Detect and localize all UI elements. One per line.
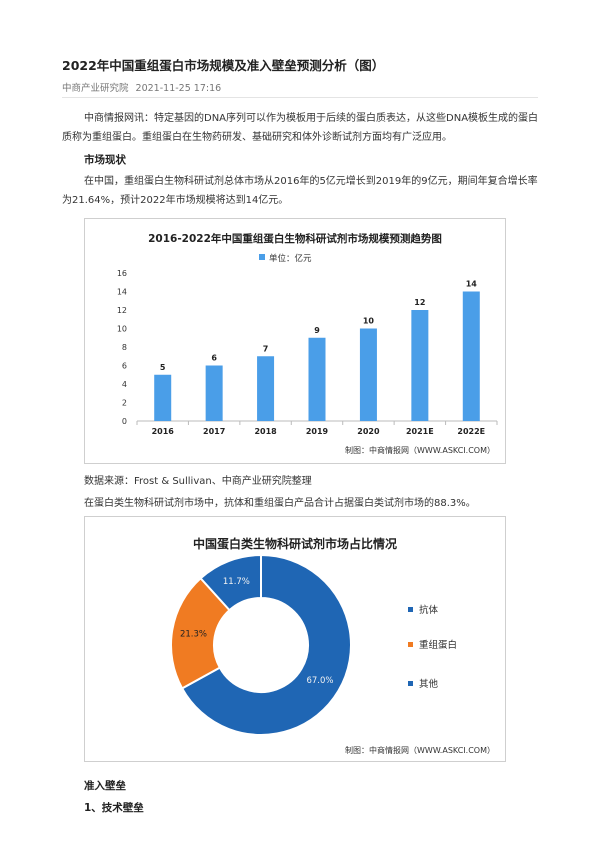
donut-legend-label: 重组蛋白: [419, 639, 457, 651]
bar-2022E: [462, 291, 480, 421]
bar-chart-title: 2016-2022年中国重组蛋白生物科研试剂市场规模预测趋势图: [148, 232, 442, 245]
article-title: 2022年中国重组蛋白市场规模及准入壁垒预测分析（图）: [62, 58, 385, 73]
bar-2017: [205, 365, 223, 421]
bar-x-tick-label: 2020: [357, 427, 380, 436]
bar-value-label: 12: [414, 298, 425, 307]
share-paragraph: 在蛋白类生物科研试剂市场中，抗体和重组蛋白产品合计占据蛋白类试剂市场的88.3%…: [84, 498, 476, 509]
bar-y-tick-label: 10: [117, 325, 127, 334]
donut-value-label: 11.7%: [223, 577, 250, 587]
donut-slice-2: [199, 553, 262, 612]
donut-legend-swatch: [408, 642, 413, 647]
data-source-note: 数据来源：Frost & Sullivan、中商产业研究院整理: [84, 476, 312, 487]
bar-y-tick-label: 12: [117, 306, 127, 315]
market-paragraph: 在中国，重组蛋白生物科研试剂总体市场从2016年的5亿元增长到2019年的9亿元…: [62, 176, 538, 206]
article-date: 2021-11-25 17:16: [135, 83, 222, 94]
donut-slice-0: [180, 553, 352, 736]
bar-chart: 2016-2022年中国重组蛋白生物科研试剂市场规模预测趋势图 单位：亿元 0 2…: [117, 232, 498, 455]
bar-x-tick-label: 2018: [254, 427, 277, 436]
donut-chart-footer: 制图：中商情报网（WWW.ASKCI.COM）: [345, 745, 495, 755]
bar-y-tick-label: 4: [122, 380, 127, 389]
bar-x-tick-label: 2022E: [457, 427, 485, 436]
bar-value-label: 10: [363, 317, 375, 326]
donut-value-label: 67.0%: [306, 676, 333, 686]
bar-value-label: 14: [466, 280, 478, 289]
bar-value-label: 6: [211, 354, 217, 363]
bar-y-tick-label: 16: [117, 269, 127, 278]
bar-2020: [359, 328, 377, 421]
bar-x-tick-label: 2021E: [406, 427, 434, 436]
bar-legend-label: 单位：亿元: [269, 253, 312, 264]
bar-value-label: 5: [160, 363, 166, 372]
bar-x-tick-label: 2017: [203, 427, 225, 436]
donut-legend-swatch: [408, 681, 413, 686]
donut-chart-frame: 中国蛋白类生物科研试剂市场占比情况 67.0% 21.3% 11.7% 抗体重组蛋白…: [84, 516, 506, 762]
donut-legend-label: 其他: [419, 678, 439, 690]
bar-chart-frame: 2016-2022年中国重组蛋白生物科研试剂市场规模预测趋势图 单位：亿元 0 2…: [84, 218, 506, 464]
bar-y-tick-label: 14: [117, 288, 127, 297]
section-heading-market: 市场现状: [84, 154, 126, 166]
donut-legend-swatch: [408, 607, 413, 612]
article-meta: 中商产业研究院 2021-11-25 17:16: [62, 80, 221, 94]
bar-y-tick-label: 6: [122, 362, 127, 371]
bar-2016: [154, 374, 172, 421]
donut-chart: 中国蛋白类生物科研试剂市场占比情况 67.0% 21.3% 11.7% 抗体重组蛋白…: [170, 536, 495, 755]
bar-y-tick-label: 8: [122, 343, 127, 352]
bar-x-tick-label: 2016: [152, 427, 175, 436]
bar-2019: [308, 337, 326, 421]
section-heading-tech: 1、技术壁垒: [84, 802, 144, 814]
bar-2021E: [411, 310, 429, 421]
bar-legend-swatch: [259, 254, 265, 260]
bar-value-label: 7: [263, 344, 269, 353]
title-divider: [62, 97, 538, 98]
section-heading-barrier: 准入壁垒: [84, 780, 126, 792]
bar-x-tick-label: 2019: [306, 427, 329, 436]
intro-paragraph: 中商情报网讯：特定基因的DNA序列可以作为模板用于后续的蛋白质表达，从这些DNA…: [62, 113, 539, 143]
bar-2018: [257, 356, 275, 421]
bar-y-tick-label: 0: [122, 417, 127, 426]
donut-chart-title: 中国蛋白类生物科研试剂市场占比情况: [193, 536, 397, 551]
donut-legend-label: 抗体: [419, 604, 439, 616]
article-source[interactable]: 中商产业研究院: [62, 83, 129, 94]
donut-value-label: 21.3%: [180, 630, 207, 640]
bar-y-tick-label: 2: [122, 399, 127, 408]
bar-value-label: 9: [314, 326, 320, 335]
bar-chart-footer: 制图：中商情报网（WWW.ASKCI.COM）: [345, 445, 495, 455]
